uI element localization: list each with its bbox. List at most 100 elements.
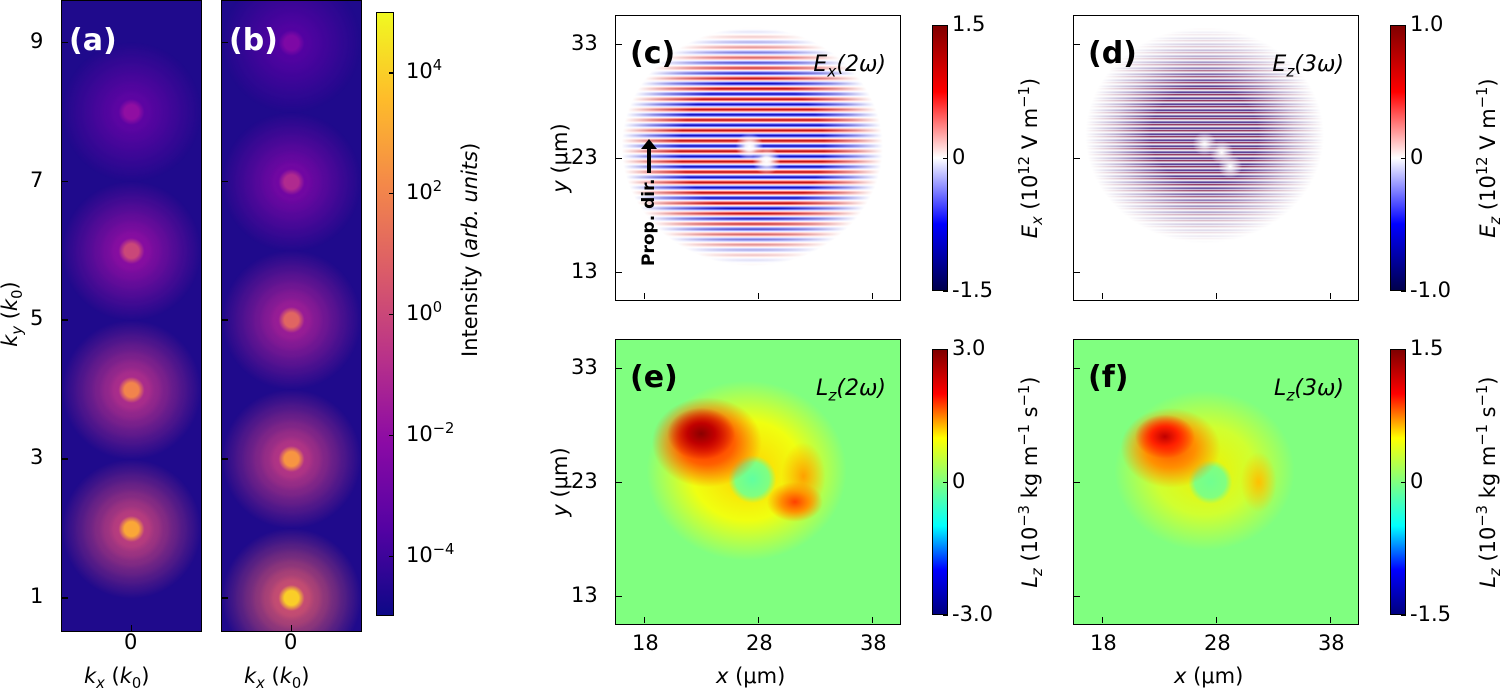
colorbar-tick	[389, 434, 394, 437]
y-tick	[222, 319, 228, 321]
label-text: −1	[1473, 384, 1491, 407]
colorbar-tick	[1401, 482, 1406, 484]
propagation-direction-annotation: Prop. dir.	[639, 138, 659, 266]
label-text: x	[1029, 216, 1047, 225]
colorbar-tick	[389, 555, 394, 557]
lz2-colorbar-label: Lz (10−3 kg m−1 s−1)	[1015, 376, 1047, 588]
colorbar-tick	[943, 615, 948, 617]
y-tick-label: 5	[30, 306, 44, 331]
panel-label: (d)	[1088, 36, 1137, 71]
label-text: (10	[1475, 526, 1500, 569]
colorbar-tick-label: -3.0	[952, 602, 993, 626]
x-tick-label: 0	[284, 630, 298, 654]
y-tick	[1074, 44, 1080, 46]
y-axis-label-c: y (μm)	[548, 118, 572, 198]
x-axis-label-e: x (μm)	[716, 664, 785, 688]
label-text: k	[84, 664, 97, 688]
colorbar-tick	[943, 25, 948, 27]
label-text: kg m	[1475, 445, 1500, 505]
label-text: 12	[1473, 156, 1491, 176]
y-tick	[1074, 595, 1080, 598]
y-tick-label: 13	[571, 582, 598, 607]
label-text: L	[1475, 575, 1500, 588]
colorbar-tick	[389, 314, 394, 316]
label-text: k	[244, 664, 257, 688]
y-tick	[1074, 482, 1080, 484]
colorbar-tick-label: 3.0	[952, 336, 986, 360]
y-tick-label: 33	[571, 31, 598, 56]
x-tick	[871, 293, 874, 299]
label-text: k	[279, 664, 292, 688]
panel-title: Lz(2ω)	[816, 376, 886, 404]
y-axis-label-e: y (μm)	[548, 442, 572, 522]
y-tick	[222, 180, 228, 182]
x-tick	[871, 617, 874, 623]
panel-title: Ez(3ω)	[1272, 52, 1344, 80]
panel-label: (c)	[630, 36, 676, 71]
panel-b-heatmap: (b)	[221, 0, 362, 632]
y-tick	[1074, 158, 1080, 160]
label-text: y	[548, 504, 572, 517]
label-text: −1	[1473, 86, 1491, 109]
label-text: 0	[9, 289, 27, 299]
y-tick	[1074, 271, 1080, 274]
intensity-peak	[222, 106, 361, 257]
x-tick-label: 38	[859, 631, 887, 655]
colorbar-tick-label: 1.0	[1410, 12, 1444, 36]
label-units: arb. units	[458, 150, 482, 251]
colorbar-tick	[1401, 25, 1406, 27]
intensity-peak	[62, 176, 201, 327]
title-text: x	[827, 62, 837, 81]
x-tick	[1216, 617, 1218, 623]
intensity-peak	[222, 384, 361, 535]
label-text: s	[1475, 406, 1500, 425]
panel-e-heatmap: (e) Lz(2ω)	[615, 339, 901, 625]
x-tick	[1329, 617, 1332, 623]
label-text: k	[0, 298, 22, 312]
colorbar-tick-label: -1.0	[1410, 278, 1451, 302]
label-text: x	[716, 664, 729, 688]
colorbar-tick	[389, 193, 394, 195]
colorbar-tick	[389, 72, 394, 74]
title-text: (3ω)	[1294, 376, 1344, 401]
label-text: −1	[1015, 86, 1033, 108]
label-text: (10	[1475, 175, 1500, 217]
intensity-peak	[62, 453, 201, 604]
label-text: y	[548, 180, 572, 193]
x-tick	[1102, 617, 1104, 623]
title-text: L	[816, 376, 829, 401]
label-text: k	[119, 664, 132, 688]
y-tick-label: 23	[571, 469, 598, 493]
panel-label: (f)	[1088, 360, 1129, 395]
y-tick	[1074, 368, 1080, 370]
y-tick	[222, 597, 228, 599]
intensity-peak	[222, 523, 361, 631]
label-text: (μm)	[1186, 664, 1244, 688]
label-text: 0	[131, 675, 142, 693]
panel-label: (a)	[69, 23, 117, 58]
annotation-text: Prop. dir.	[639, 178, 659, 266]
label-text: E	[1017, 224, 1042, 239]
x-tick	[758, 617, 760, 623]
label-text: V m	[1475, 108, 1500, 157]
ez-colorbar-label: Ez (1012 V m−1)	[1474, 53, 1501, 263]
panel-d-heatmap: (d) Ez(3ω)	[1073, 15, 1359, 301]
label-text: V m	[1017, 107, 1042, 156]
y-tick	[62, 319, 68, 321]
colorbar-tick-label: -1.5	[952, 278, 993, 302]
x-tick-label: 0	[124, 630, 138, 654]
angular-momentum-density	[1074, 340, 1358, 624]
kx-axis-label-a: kx (k0)	[84, 664, 150, 693]
label-text: z	[1487, 217, 1501, 225]
x-tick-label: 28	[1204, 631, 1231, 655]
title-text: (3ω)	[1294, 52, 1344, 77]
x-tick	[644, 617, 646, 623]
panel-f-heatmap: (f) Lz(3ω)	[1073, 339, 1359, 625]
colorbar-tick	[943, 158, 948, 160]
y-tick	[616, 482, 622, 484]
vortex-cores	[1074, 16, 1358, 300]
colorbar-tick	[1401, 291, 1406, 293]
x-tick	[758, 293, 760, 299]
x-tick	[291, 625, 293, 631]
colorbar-tick	[1401, 349, 1406, 351]
